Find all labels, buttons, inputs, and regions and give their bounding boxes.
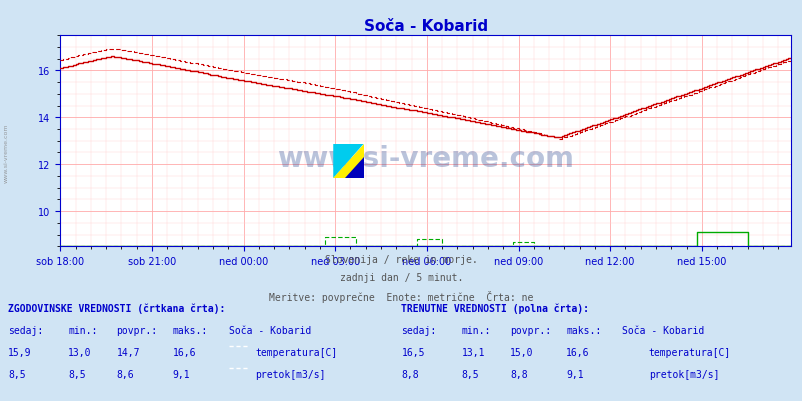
Text: 9,1: 9,1 <box>565 369 583 379</box>
Text: min.:: min.: <box>461 325 491 335</box>
Text: Meritve: povprečne  Enote: metrične  Črta: ne: Meritve: povprečne Enote: metrične Črta:… <box>269 291 533 303</box>
Text: TRENUTNE VREDNOSTI (polna črta):: TRENUTNE VREDNOSTI (polna črta): <box>401 303 589 313</box>
Text: pretok[m3/s]: pretok[m3/s] <box>255 369 326 379</box>
Text: 16,5: 16,5 <box>401 347 424 357</box>
Title: Soča - Kobarid: Soča - Kobarid <box>363 18 487 34</box>
Text: 15,0: 15,0 <box>509 347 533 357</box>
Text: 16,6: 16,6 <box>172 347 196 357</box>
Text: temperatura[C]: temperatura[C] <box>255 347 337 357</box>
Text: 16,6: 16,6 <box>565 347 589 357</box>
Text: Soča - Kobarid: Soča - Kobarid <box>229 325 310 335</box>
Text: 8,8: 8,8 <box>401 369 419 379</box>
Text: maks.:: maks.: <box>172 325 208 335</box>
Text: sedaj:: sedaj: <box>8 325 43 335</box>
Polygon shape <box>333 144 363 178</box>
Text: 8,5: 8,5 <box>8 369 26 379</box>
Text: 9,1: 9,1 <box>172 369 190 379</box>
Text: 8,6: 8,6 <box>116 369 134 379</box>
Text: 13,0: 13,0 <box>68 347 91 357</box>
Text: maks.:: maks.: <box>565 325 601 335</box>
Text: 8,5: 8,5 <box>68 369 86 379</box>
Text: 15,9: 15,9 <box>8 347 31 357</box>
Text: temperatura[C]: temperatura[C] <box>648 347 730 357</box>
Text: 8,8: 8,8 <box>509 369 527 379</box>
Polygon shape <box>333 144 363 178</box>
Text: min.:: min.: <box>68 325 98 335</box>
Text: povpr.:: povpr.: <box>116 325 157 335</box>
Text: sedaj:: sedaj: <box>401 325 436 335</box>
Text: 13,1: 13,1 <box>461 347 484 357</box>
Text: zadnji dan / 5 minut.: zadnji dan / 5 minut. <box>339 273 463 283</box>
Text: www.si-vreme.com: www.si-vreme.com <box>4 123 9 182</box>
Text: Slovenija / reke in morje.: Slovenija / reke in morje. <box>325 255 477 265</box>
Text: Soča - Kobarid: Soča - Kobarid <box>622 325 703 335</box>
Text: 8,5: 8,5 <box>461 369 479 379</box>
Text: www.si-vreme.com: www.si-vreme.com <box>277 144 573 172</box>
Polygon shape <box>344 157 363 178</box>
Text: povpr.:: povpr.: <box>509 325 550 335</box>
Text: ZGODOVINSKE VREDNOSTI (črtkana črta):: ZGODOVINSKE VREDNOSTI (črtkana črta): <box>8 303 225 313</box>
Text: 14,7: 14,7 <box>116 347 140 357</box>
Text: pretok[m3/s]: pretok[m3/s] <box>648 369 719 379</box>
